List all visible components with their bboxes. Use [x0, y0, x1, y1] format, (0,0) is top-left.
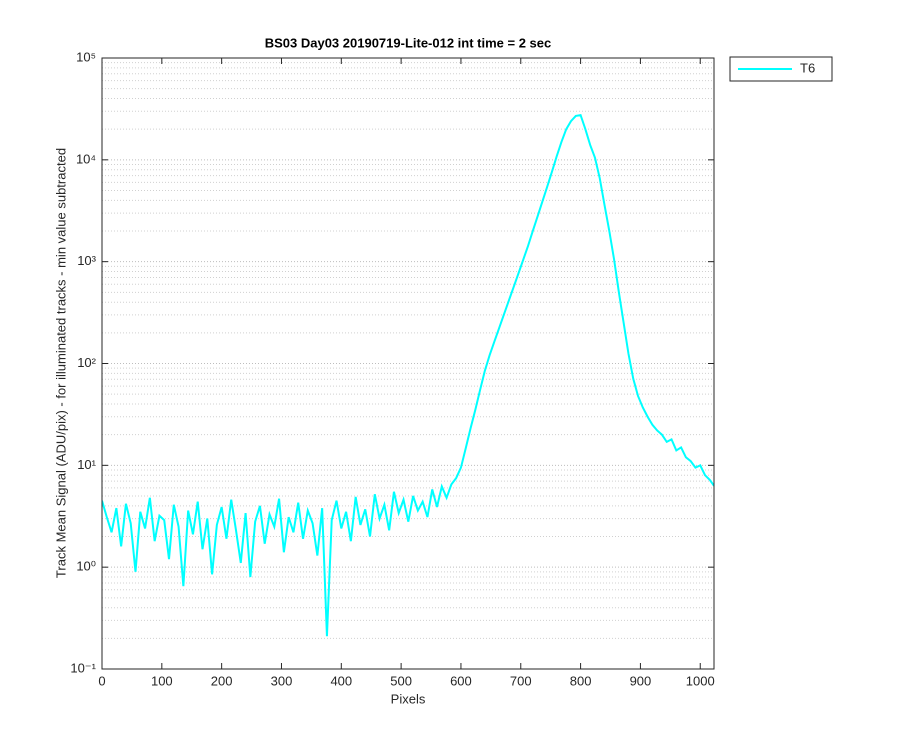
x-axis-label: Pixels [391, 691, 426, 706]
y-tick-label: 10⁰ [76, 559, 96, 574]
axes-box [101, 57, 715, 670]
x-tick-label: 800 [570, 673, 592, 688]
x-tick-label: 500 [390, 673, 412, 688]
x-tick-label: 300 [271, 673, 293, 688]
y-tick-label: 10¹ [77, 457, 96, 472]
y-tick-label: 10⁵ [76, 49, 96, 64]
y-axis-label: Track Mean Signal (ADU/pix) - for illumi… [53, 148, 68, 578]
x-tick-label: 100 [151, 673, 173, 688]
data-line [102, 113, 714, 637]
x-tick-label: 600 [450, 673, 472, 688]
x-tick-label: 1000 [686, 673, 715, 688]
y-tick-label: 10³ [77, 253, 96, 268]
x-tick-label: 0 [98, 673, 105, 688]
chart-title: BS03 Day03 20190719-Lite-012 int time = … [265, 35, 552, 50]
x-tick-label: 900 [630, 673, 652, 688]
x-tick-label: 400 [330, 673, 352, 688]
legend-label: T6 [800, 60, 815, 75]
y-tick-label: 10⁻¹ [70, 660, 96, 675]
y-tick-label: 10⁴ [76, 151, 96, 166]
x-tick-label: 200 [211, 673, 233, 688]
y-tick-label: 10² [77, 355, 96, 370]
x-tick-label: 700 [510, 673, 532, 688]
